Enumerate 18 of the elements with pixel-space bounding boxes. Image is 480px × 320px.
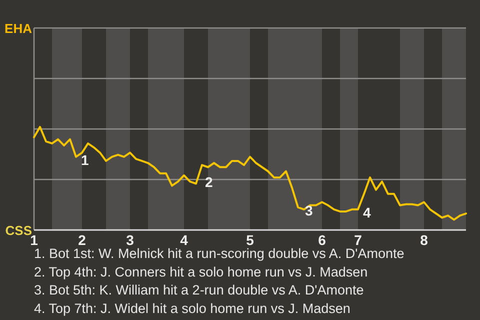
x-tick-label: 2 [78, 232, 86, 248]
text: 1. Bot 1st: W. Melnick hit a run-scoring double vs A. D'Amonte [34, 246, 404, 261]
x-tick-label: 5 [246, 232, 254, 248]
x-tick-label: 3 [126, 232, 134, 248]
annotation: 1 [81, 152, 89, 168]
annotation: 2 [205, 174, 213, 190]
text: EHA [4, 21, 33, 36]
x-tick-label: 4 [180, 232, 188, 248]
annotation: 3 [305, 202, 313, 218]
text: CSS [5, 223, 32, 238]
text: 2. Top 4th: J. Conners hit a solo home run vs J. Madsen [34, 264, 368, 280]
x-tick-label: 8 [420, 232, 428, 248]
x-tick-label: 1 [30, 232, 38, 248]
x-tick-label: 6 [318, 232, 326, 248]
text: 3. Bot 5th: K. William hit a 2-run double vs A. D'Amonte [34, 282, 364, 298]
x-tick-label: 7 [354, 232, 362, 248]
text: 4. Top 7th: J. Widel hit a solo home run vs J. Madsen [34, 300, 350, 316]
annotation: 4 [363, 204, 371, 220]
